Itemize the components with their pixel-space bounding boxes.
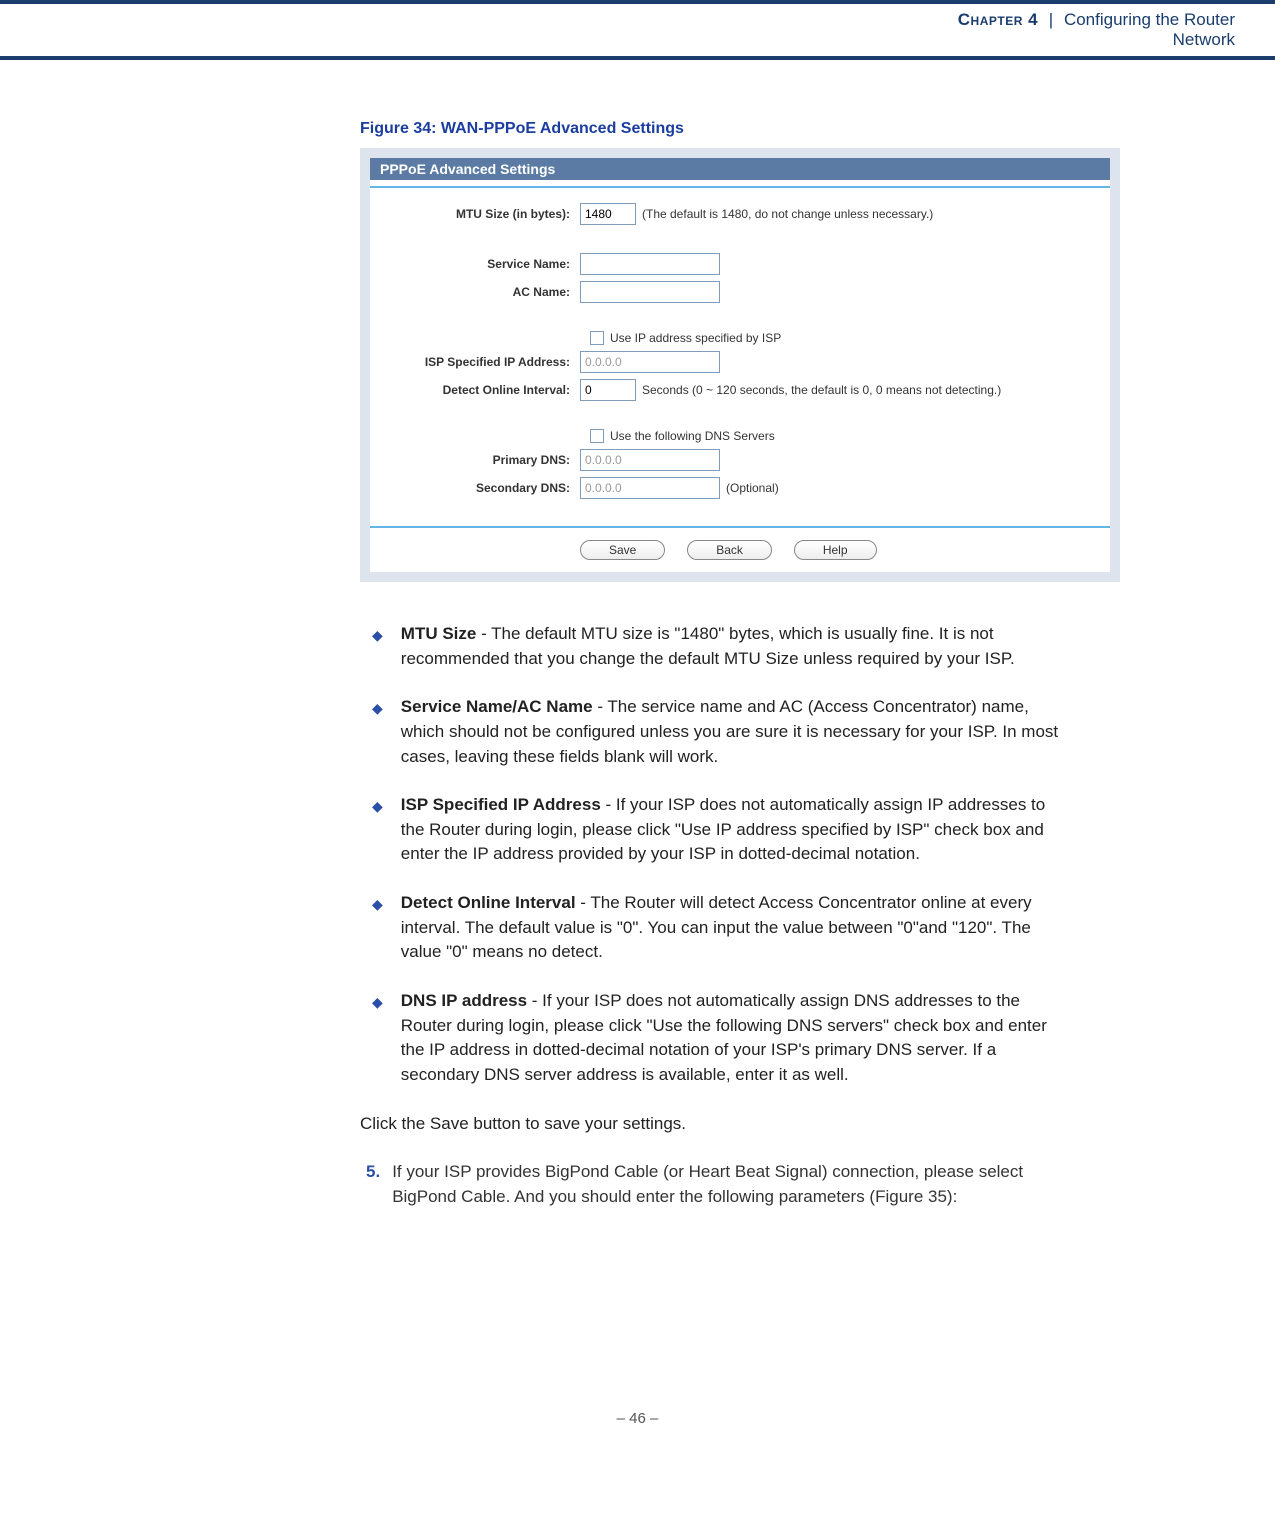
use-dns-row: Use the following DNS Servers [380, 429, 1100, 443]
step-text: If your ISP provides BigPond Cable (or H… [392, 1160, 1060, 1209]
panel-body: MTU Size (in bytes): (The default is 148… [370, 186, 1110, 520]
detect-label: Detect Online Interval: [380, 383, 580, 397]
diamond-icon: ◆ [372, 796, 383, 867]
diamond-icon: ◆ [372, 894, 383, 965]
diamond-icon: ◆ [372, 992, 383, 1088]
screenshot-panel: PPPoE Advanced Settings MTU Size (in byt… [360, 148, 1120, 582]
header-title-2: Network [1173, 30, 1235, 49]
button-bar: Save Back Help [370, 526, 1110, 572]
back-button[interactable]: Back [687, 540, 772, 560]
bullet-text: Service Name/AC Name - The service name … [401, 695, 1060, 769]
page-number: – 46 – [617, 1410, 659, 1427]
save-button[interactable]: Save [580, 540, 665, 560]
help-button[interactable]: Help [794, 540, 877, 560]
header-sep: | [1049, 10, 1053, 29]
mtu-note: (The default is 1480, do not change unle… [642, 207, 933, 221]
diamond-icon: ◆ [372, 698, 383, 769]
isp-ip-row: ISP Specified IP Address: [380, 351, 1100, 373]
list-item: ◆ Service Name/AC Name - The service nam… [360, 695, 1060, 769]
detect-note: Seconds (0 ~ 120 seconds, the default is… [642, 383, 1001, 397]
isp-ip-input[interactable] [580, 351, 720, 373]
primary-dns-label: Primary DNS: [380, 453, 580, 467]
secondary-dns-label: Secondary DNS: [380, 481, 580, 495]
use-isp-ip-checkbox[interactable] [590, 331, 604, 345]
list-item: ◆ MTU Size - The default MTU size is "14… [360, 622, 1060, 671]
panel-title: PPPoE Advanced Settings [370, 158, 1110, 180]
ac-name-row: AC Name: [380, 281, 1100, 303]
mtu-row: MTU Size (in bytes): (The default is 148… [380, 203, 1100, 225]
page-header: Chapter 4 | Configuring the Router Netwo… [0, 0, 1275, 60]
list-item: ◆ Detect Online Interval - The Router wi… [360, 891, 1060, 965]
detect-input[interactable] [580, 379, 636, 401]
detect-row: Detect Online Interval: Seconds (0 ~ 120… [380, 379, 1100, 401]
mtu-label: MTU Size (in bytes): [380, 207, 580, 221]
bullet-text: MTU Size - The default MTU size is "1480… [401, 622, 1060, 671]
ac-name-label: AC Name: [380, 285, 580, 299]
bullet-text: DNS IP address - If your ISP does not au… [401, 989, 1060, 1088]
diamond-icon: ◆ [372, 625, 383, 671]
content-area: Figure 34: WAN-PPPoE Advanced Settings P… [360, 120, 1060, 1210]
use-isp-ip-label: Use IP address specified by ISP [610, 331, 781, 345]
numbered-step: 5. If your ISP provides BigPond Cable (o… [360, 1160, 1060, 1209]
page-footer: – 46 – [0, 1410, 1275, 1447]
secondary-dns-input[interactable] [580, 477, 720, 499]
figure-caption: Figure 34: WAN-PPPoE Advanced Settings [360, 120, 1060, 138]
primary-dns-row: Primary DNS: [380, 449, 1100, 471]
primary-dns-input[interactable] [580, 449, 720, 471]
isp-ip-label: ISP Specified IP Address: [380, 355, 580, 369]
service-name-row: Service Name: [380, 253, 1100, 275]
use-dns-label: Use the following DNS Servers [610, 429, 775, 443]
service-name-input[interactable] [580, 253, 720, 275]
save-instruction: Click the Save button to save your setti… [360, 1112, 1060, 1137]
header-title-1: Configuring the Router [1064, 10, 1235, 29]
mtu-input[interactable] [580, 203, 636, 225]
use-dns-checkbox[interactable] [590, 429, 604, 443]
bullet-text: ISP Specified IP Address - If your ISP d… [401, 793, 1060, 867]
step-number: 5. [366, 1160, 380, 1209]
ac-name-input[interactable] [580, 281, 720, 303]
chapter-label: Chapter 4 [958, 10, 1038, 29]
list-item: ◆ ISP Specified IP Address - If your ISP… [360, 793, 1060, 867]
use-isp-ip-row: Use IP address specified by ISP [380, 331, 1100, 345]
bullet-text: Detect Online Interval - The Router will… [401, 891, 1060, 965]
bullet-list: ◆ MTU Size - The default MTU size is "14… [360, 622, 1060, 1088]
service-name-label: Service Name: [380, 257, 580, 271]
list-item: ◆ DNS IP address - If your ISP does not … [360, 989, 1060, 1088]
secondary-dns-row: Secondary DNS: (Optional) [380, 477, 1100, 499]
secondary-dns-note: (Optional) [726, 481, 779, 495]
